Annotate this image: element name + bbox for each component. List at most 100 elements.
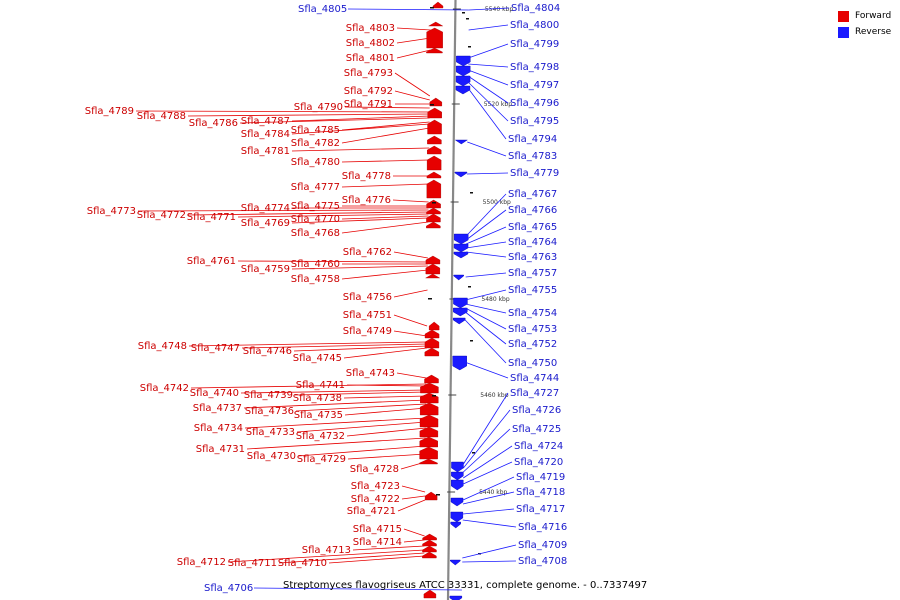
forward-gene-label: Sfla_4784 bbox=[241, 129, 290, 140]
leader-line bbox=[137, 209, 429, 212]
forward-gene bbox=[428, 321, 440, 331]
forward-gene bbox=[422, 545, 437, 553]
gene-labels: Sfla_4803 Sfla_4802 Sfla_4801 Sfla_4793 Sfla… bbox=[85, 3, 567, 594]
forward-gene-label: Sfla_4731 bbox=[196, 444, 245, 455]
feature-marker bbox=[430, 104, 434, 106]
scale-tick-label: 5520 kbp bbox=[484, 101, 512, 108]
leader-line bbox=[467, 81, 509, 122]
leader-line bbox=[291, 265, 428, 270]
forward-gene-label: Sfla_4751 bbox=[343, 310, 392, 321]
leader-line bbox=[188, 341, 427, 347]
feature-marker bbox=[430, 7, 434, 9]
forward-gene-label: Sfla_4747 bbox=[191, 343, 240, 354]
forward-gene bbox=[419, 414, 439, 428]
reverse-gene-label: Sfla_4805 bbox=[298, 4, 347, 15]
forward-gene bbox=[422, 539, 437, 547]
leader-line bbox=[295, 403, 427, 412]
legend-reverse[interactable]: Reverse bbox=[838, 24, 891, 40]
forward-gene-label: Sfla_4743 bbox=[346, 368, 395, 379]
leader-line bbox=[401, 495, 426, 500]
forward-gene-label: Sfla_4775 bbox=[291, 201, 340, 212]
leader-line bbox=[465, 209, 507, 241]
forward-gene-label: Sfla_4742 bbox=[140, 383, 189, 394]
forward-gene bbox=[419, 426, 439, 438]
leader-line bbox=[468, 63, 509, 68]
leader-line bbox=[291, 147, 430, 152]
leader-line bbox=[465, 226, 507, 245]
leader-line bbox=[392, 199, 429, 203]
forward-gene bbox=[426, 179, 442, 199]
leader-line bbox=[462, 476, 515, 501]
reverse-gene-label: Sfla_4799 bbox=[510, 39, 559, 50]
leader-line bbox=[466, 172, 509, 175]
reverse-gene-label: Sfla_4794 bbox=[508, 134, 557, 145]
leader-line bbox=[187, 113, 430, 117]
forward-gene bbox=[422, 551, 437, 559]
leader-line bbox=[328, 555, 425, 564]
forward-gene-label: Sfla_4715 bbox=[353, 524, 402, 535]
reverse-gene bbox=[455, 85, 471, 95]
scale-tick-label: 5460 kbp bbox=[480, 392, 508, 399]
leader-line bbox=[393, 289, 428, 298]
reverse-gene-label: Sfla_4783 bbox=[508, 151, 557, 162]
feature-marker bbox=[470, 192, 473, 194]
leader-line bbox=[291, 217, 429, 224]
leader-line bbox=[291, 115, 430, 122]
reverse-gene bbox=[450, 521, 461, 529]
reverse-gene-label: Sfla_4763 bbox=[508, 252, 557, 263]
forward-gene-label: Sfla_4733 bbox=[246, 427, 295, 438]
leader-line bbox=[347, 453, 426, 460]
legend-forward[interactable]: Forward bbox=[838, 8, 891, 24]
leader-line bbox=[341, 159, 430, 163]
scale-tick-label: 5500 kbp bbox=[483, 199, 511, 206]
forward-gene-label: Sfla_4778 bbox=[342, 171, 391, 182]
leader-line bbox=[344, 106, 430, 109]
feature-marker bbox=[468, 286, 471, 288]
forward-gene bbox=[419, 436, 438, 448]
feature-marker bbox=[462, 12, 465, 14]
leader-line bbox=[341, 215, 429, 220]
leader-line bbox=[343, 347, 427, 359]
leader-line bbox=[346, 427, 426, 437]
leader-line bbox=[240, 389, 427, 394]
reverse-gene-label: Sfla_4798 bbox=[510, 62, 559, 73]
leader-line bbox=[465, 307, 507, 330]
reverse-gene bbox=[451, 479, 464, 491]
reverse-gene bbox=[452, 317, 466, 325]
reverse-gene-label: Sfla_4796 bbox=[510, 98, 559, 109]
reverse-gene-label: Sfla_4765 bbox=[508, 222, 557, 233]
forward-gene bbox=[426, 207, 441, 215]
reverse-gene bbox=[450, 559, 461, 566]
leader-line bbox=[237, 213, 429, 218]
leader-line bbox=[396, 27, 431, 31]
forward-gene-label: Sfla_4711 bbox=[228, 558, 277, 569]
forward-gene-label: Sfla_4734 bbox=[194, 423, 243, 434]
reverse-gene bbox=[450, 511, 464, 523]
leader-line bbox=[396, 37, 431, 44]
backbone-line bbox=[446, 0, 457, 600]
reverse-gene bbox=[449, 595, 463, 600]
reverse-gene-label: Sfla_4754 bbox=[508, 308, 557, 319]
leader-line bbox=[396, 49, 431, 59]
forward-gene bbox=[426, 171, 442, 179]
reverse-gene-label: Sfla_4757 bbox=[508, 268, 557, 279]
reverse-gene-label: Sfla_4779 bbox=[510, 168, 559, 179]
forward-gene-label: Sfla_4776 bbox=[342, 195, 391, 206]
reverse-gene bbox=[454, 139, 468, 145]
forward-gene-label: Sfla_4740 bbox=[190, 388, 239, 399]
forward-gene-label: Sfla_4713 bbox=[302, 545, 351, 556]
forward-gene-label: Sfla_4774 bbox=[241, 203, 290, 214]
feature-marker bbox=[472, 452, 475, 454]
leader-line bbox=[346, 384, 427, 387]
forward-gene-label: Sfla_4787 bbox=[241, 116, 290, 127]
forward-gene bbox=[424, 337, 440, 349]
leader-line bbox=[341, 183, 429, 188]
reverse-gene bbox=[453, 307, 468, 317]
forward-gene bbox=[422, 533, 437, 541]
forward-gene bbox=[423, 589, 437, 599]
leader-line bbox=[463, 409, 511, 469]
leader-line bbox=[462, 508, 515, 515]
gene-features bbox=[419, 1, 481, 600]
reverse-gene-label: Sfla_4720 bbox=[514, 457, 563, 468]
forward-gene bbox=[426, 199, 441, 209]
